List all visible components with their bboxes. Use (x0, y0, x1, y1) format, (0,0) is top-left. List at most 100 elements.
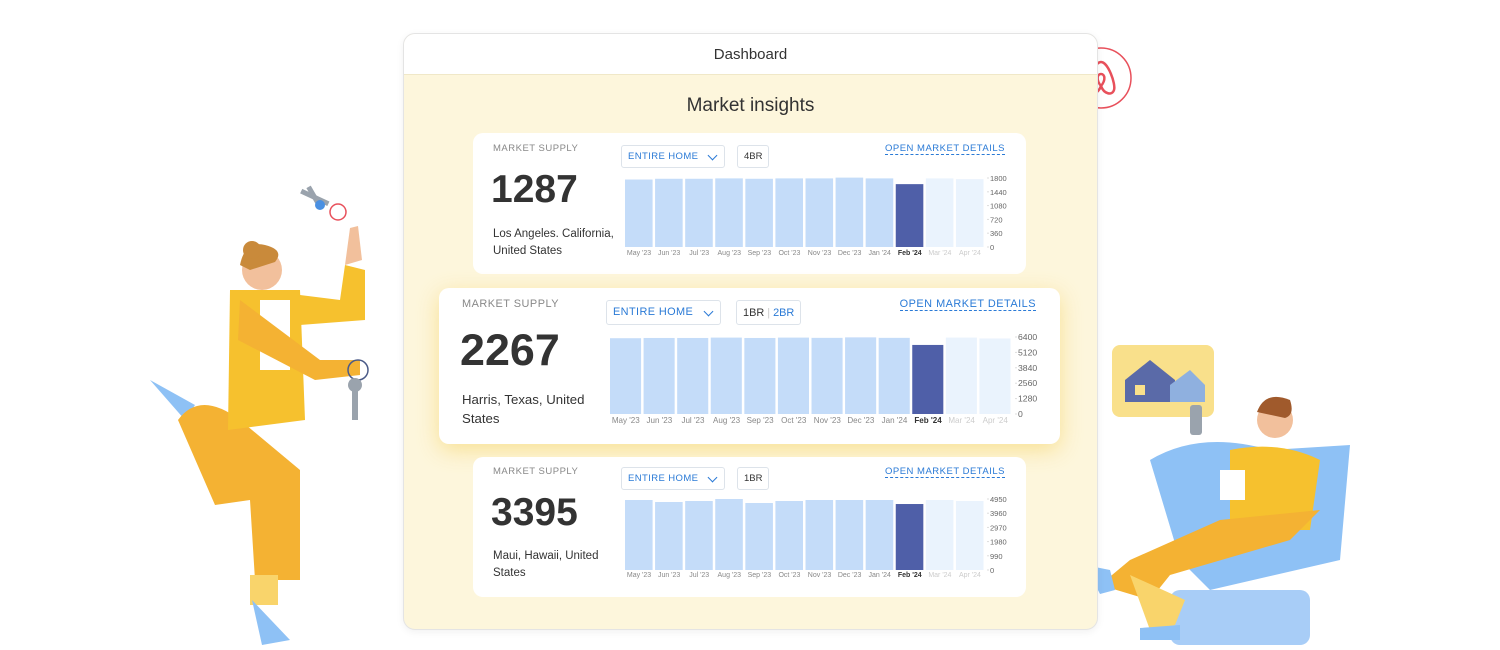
x-tick-label: May '23 (627, 250, 651, 257)
y-tick-label: 0 (1018, 409, 1023, 419)
x-tick-label: Mar '24 (928, 250, 951, 257)
bar (955, 179, 984, 247)
x-tick-label: May '23 (627, 572, 651, 579)
x-tick-label: Dec '23 (838, 250, 862, 257)
x-tick-label: Apr '24 (959, 572, 981, 579)
bedroom-tag[interactable]: 4BR (744, 151, 763, 162)
tag-separator: | (767, 306, 771, 319)
y-tick-label: 360 (990, 229, 1003, 238)
x-tick-label: Jan '24 (869, 250, 891, 257)
dropdown-text: ENTIRE HOME (628, 472, 699, 484)
home-type-dropdown[interactable] (621, 145, 725, 168)
bar (655, 178, 683, 247)
bar (925, 178, 954, 247)
x-tick-label: Jul '23 (689, 250, 709, 257)
market-details-link[interactable]: OPEN MARKET DETAILS (884, 143, 1005, 155)
x-tick-label: Nov '23 (814, 416, 842, 425)
bar (895, 184, 924, 247)
bar (685, 501, 713, 570)
bar (865, 178, 894, 247)
bar (895, 504, 924, 570)
x-tick-label: Jul '23 (681, 416, 705, 425)
supply-value: 3395 (491, 491, 578, 534)
bedroom-tags: 1BR (737, 467, 770, 490)
bedroom-tags: 1BR | 2BR (736, 300, 802, 325)
bar (811, 337, 843, 414)
supply-value: 2267 (460, 324, 560, 375)
y-tick-label: 1980 (990, 538, 1007, 547)
home-type-dropdown[interactable] (621, 467, 725, 490)
y-tick-label: 2970 (990, 523, 1007, 532)
bar (775, 178, 803, 247)
y-tick-label: 3960 (990, 509, 1007, 518)
location: Los Angeles. California, United States (493, 228, 614, 257)
bar (925, 500, 954, 570)
bar (625, 500, 653, 570)
man-illustration (1085, 345, 1350, 645)
bar (835, 500, 864, 570)
x-tick-label: May '23 (612, 416, 640, 425)
x-tick-label: Jun '23 (647, 416, 673, 425)
bar (625, 179, 653, 247)
bar (643, 337, 675, 414)
x-tick-label: Jun '23 (658, 250, 680, 257)
y-tick-label: 1440 (990, 188, 1007, 197)
x-tick-label: Nov '23 (808, 572, 832, 579)
bar (945, 337, 977, 414)
y-tick-label: 0 (990, 566, 994, 575)
y-tick-label: 1800 (990, 174, 1007, 183)
y-tick-label: 720 (990, 215, 1003, 224)
bedroom-tag[interactable]: 2BR (773, 306, 795, 319)
bedroom-tags: 4BR (737, 145, 770, 168)
market-details-link[interactable]: OPEN MARKET DETAILS (884, 466, 1005, 478)
bar (715, 178, 743, 247)
bar (912, 344, 944, 414)
dropdown-text: ENTIRE HOME (628, 150, 699, 162)
bar (775, 501, 803, 570)
location: Harris, Texas, United States (462, 392, 585, 427)
bar (610, 338, 642, 414)
bar (677, 337, 709, 414)
bar (865, 500, 894, 570)
x-tick-label: Aug '23 (718, 250, 742, 257)
y-tick-label: 6400 (1018, 332, 1037, 342)
bar (655, 502, 683, 570)
bar (777, 337, 809, 414)
header-title: Dashboard (713, 46, 788, 63)
x-tick-label: Aug '23 (718, 572, 742, 579)
x-tick-label: Mar '24 (928, 572, 951, 579)
y-tick-label: 3840 (1018, 363, 1037, 373)
y-tick-label: 1080 (990, 202, 1007, 211)
section-title: Market insights (686, 95, 815, 116)
bar (710, 337, 742, 414)
home-type-dropdown[interactable] (606, 300, 721, 325)
market-details-link[interactable]: OPEN MARKET DETAILS (899, 298, 1036, 311)
x-tick-label: Dec '23 (838, 572, 862, 579)
y-tick-label: 990 (990, 552, 1003, 561)
bar (955, 501, 984, 570)
x-tick-label: Apr '24 (959, 250, 981, 257)
x-tick-label: Sep '23 (748, 250, 772, 257)
bedroom-tag[interactable]: 1BR (744, 473, 763, 484)
bar (878, 337, 910, 414)
woman-illustration (150, 185, 369, 645)
x-tick-label: Mar '24 (948, 416, 975, 425)
x-tick-label: Dec '23 (847, 416, 875, 425)
x-tick-label: Feb '24 (898, 250, 922, 257)
card-label: MARKET SUPPLY (462, 298, 560, 310)
x-tick-label: Nov '23 (808, 250, 832, 257)
x-tick-label: Feb '24 (914, 416, 942, 425)
bar (805, 178, 834, 247)
bedroom-tag[interactable]: 1BR (743, 306, 765, 319)
supply-value: 1287 (491, 168, 578, 211)
x-tick-label: Oct '23 (778, 250, 800, 257)
y-tick-label: 4950 (990, 495, 1007, 504)
x-tick-label: Sep '23 (747, 416, 775, 425)
x-tick-label: Feb '24 (898, 572, 922, 579)
x-tick-label: Aug '23 (713, 416, 741, 425)
bar (979, 338, 1011, 414)
bar (685, 178, 713, 247)
x-tick-label: Jul '23 (689, 572, 709, 579)
x-tick-label: Oct '23 (781, 416, 807, 425)
